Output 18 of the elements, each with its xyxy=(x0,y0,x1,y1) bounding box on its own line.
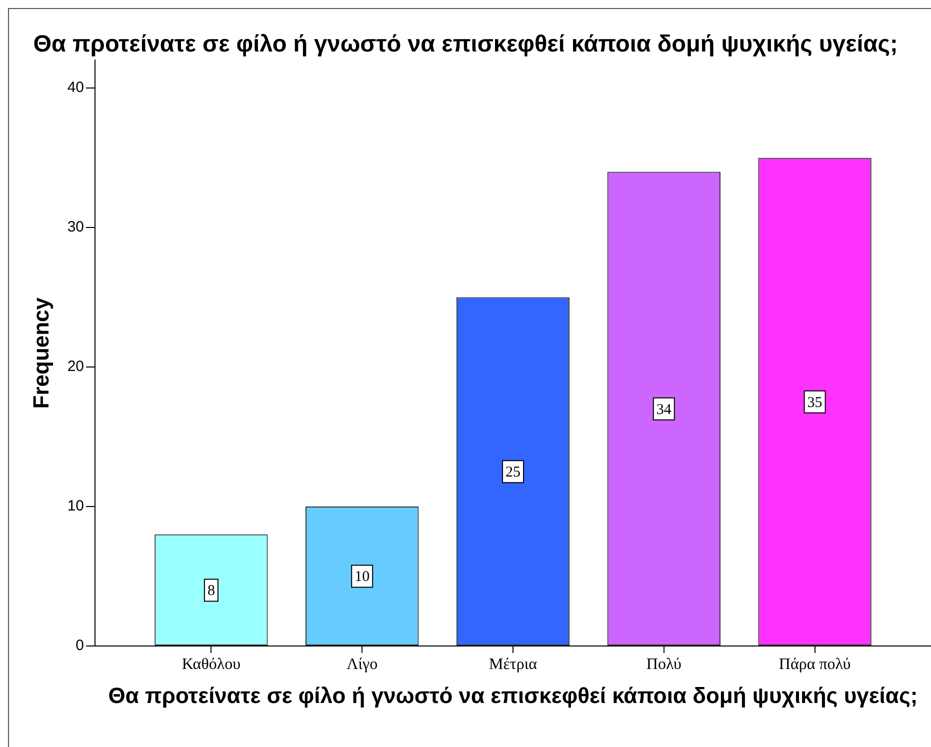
x-tick-label: Πολύ xyxy=(646,656,682,673)
data-label: 10 xyxy=(354,569,370,586)
y-tick-label: 20 xyxy=(67,358,84,376)
y-tick-label: 0 xyxy=(76,637,84,654)
data-label: 35 xyxy=(807,394,822,411)
chart-title: Θα προτείνατε σε φίλο ή γνωστό να επισκεφθεί κάποια δομή ψυχικής υγείας; xyxy=(33,30,898,57)
y-tick-label: 10 xyxy=(67,498,84,515)
x-tick-label: Λίγο xyxy=(346,656,378,673)
data-label: 25 xyxy=(506,464,520,481)
y-axis-title: Frequency xyxy=(28,296,54,409)
x-axis-title: Θα προτείνατε σε φίλο ή γνωστό να επισκεφθεί κάποια δομή ψυχικής υγείας; xyxy=(108,682,918,708)
y-tick-label: 40 xyxy=(67,79,84,96)
y-tick-label: 30 xyxy=(67,218,84,236)
data-label: 34 xyxy=(656,402,672,418)
x-tick-label: Πάρα πολύ xyxy=(778,656,851,673)
x-tick-label: Καθόλου xyxy=(182,656,241,673)
data-label: 8 xyxy=(207,583,215,600)
x-tick-label: Μέτρια xyxy=(488,656,538,673)
